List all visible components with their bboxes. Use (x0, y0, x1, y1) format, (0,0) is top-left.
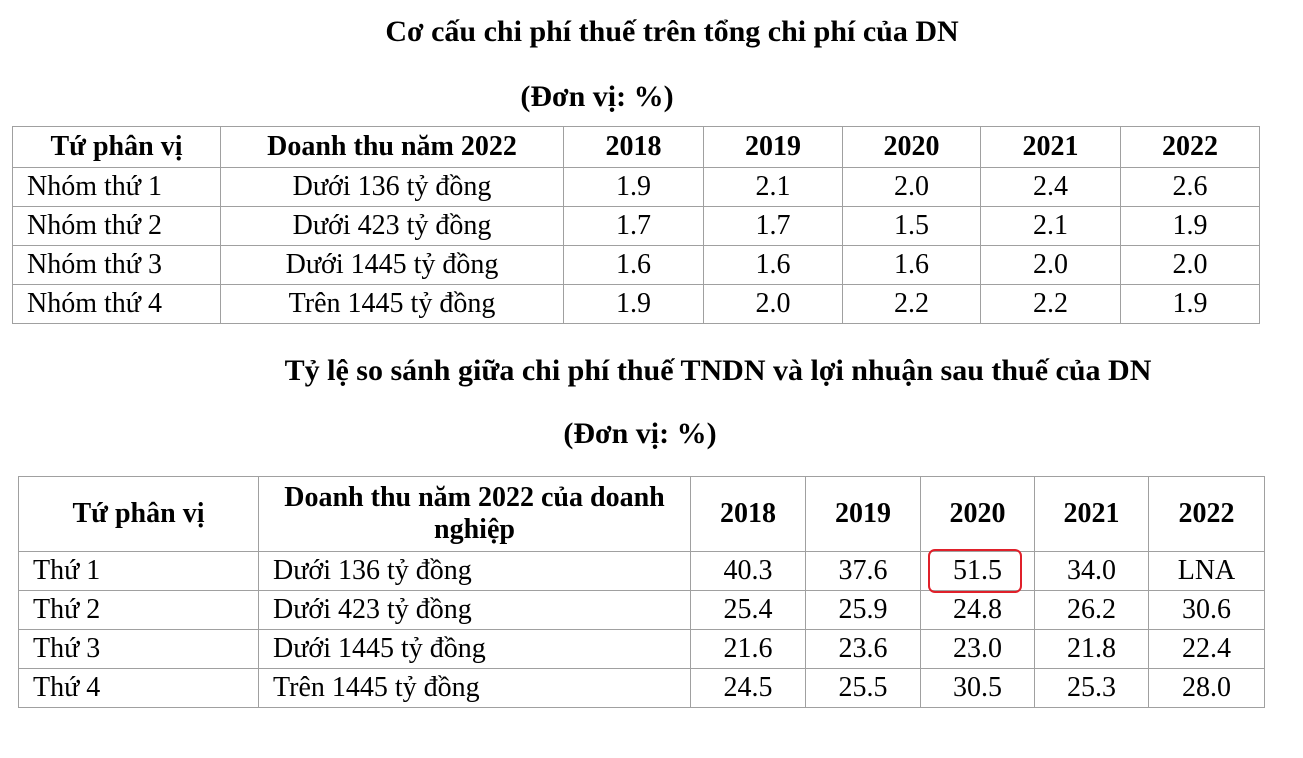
title: Cơ cấu chi phí thuế trên tổng chi phí củ… (385, 15, 959, 48)
header-cell: 2022 (1120, 126, 1260, 168)
cell: Trên 1445 tỷ đồng (258, 668, 691, 708)
cell: 2.1 (703, 167, 843, 207)
cell: Nhóm thứ 2 (12, 206, 221, 246)
cell: 1.9 (1120, 206, 1260, 246)
unit: (Đơn vị: %) (563, 417, 717, 450)
cell: 2.0 (842, 167, 981, 207)
header-row: Tứ phân vị Doanh thu năm 2022 của doanh n… (18, 476, 1265, 552)
row: Thứ 4 Trên 1445 tỷ đồng 24.5 25.5 30.5 25.3 28… (18, 668, 1265, 708)
header-cell: Doanh thu năm 2022 của doanh nghiệp (258, 476, 691, 552)
cell: 21.8 (1034, 629, 1149, 669)
cell: 21.6 (690, 629, 806, 669)
row: Nhóm thứ 1 Dưới 136 tỷ đồng 1.9 2.1 2.0 2.4 2.… (12, 167, 1260, 207)
table: Tứ phân vị Doanh thu năm 2022 2018 2019 2020… (12, 126, 1260, 324)
cell: Thứ 3 (18, 629, 259, 669)
highlight (928, 549, 1022, 593)
cell: Dưới 1445 tỷ đồng (258, 629, 691, 669)
cell: Thứ 4 (18, 668, 259, 708)
header-cell: 2018 (690, 476, 806, 552)
cell: Nhóm thứ 3 (12, 245, 221, 285)
cell: 2.2 (842, 284, 981, 324)
cell: 25.9 (805, 590, 921, 630)
cell: 2.0 (703, 284, 843, 324)
cell: 1.6 (842, 245, 981, 285)
cell: 25.5 (805, 668, 921, 708)
cell: 1.9 (563, 284, 704, 324)
cell: 40.3 (690, 551, 806, 591)
table: Tứ phân vị Doanh thu năm 2022 của doanh n… (18, 476, 1265, 708)
row: Nhóm thứ 3 Dưới 1445 tỷ đồng 1.6 1.6 1.6 2.0 2… (12, 245, 1260, 285)
cell: 2.0 (980, 245, 1121, 285)
header-cell: 2020 (842, 126, 981, 168)
header-cell: 2021 (980, 126, 1121, 168)
header-cell: Tứ phân vị (12, 126, 221, 168)
cell: Dưới 1445 tỷ đồng (220, 245, 564, 285)
cell: 2.2 (980, 284, 1121, 324)
cell: 51.5 (920, 551, 1035, 591)
cell: 25.4 (690, 590, 806, 630)
header-cell: 2020 (920, 476, 1035, 552)
cell: Nhóm thứ 4 (12, 284, 221, 324)
header-cell: 2021 (1034, 476, 1149, 552)
cell: Thứ 2 (18, 590, 259, 630)
cell: 1.5 (842, 206, 981, 246)
row: Nhóm thứ 4 Trên 1445 tỷ đồng 1.9 2.0 2.2 2.2 1… (12, 284, 1260, 324)
cell: 26.2 (1034, 590, 1149, 630)
cell: 30.6 (1148, 590, 1265, 630)
cell: 2.0 (1120, 245, 1260, 285)
cell: 23.6 (805, 629, 921, 669)
cell: 30.5 (920, 668, 1035, 708)
header-cell: 2018 (563, 126, 704, 168)
cell: 23.0 (920, 629, 1035, 669)
cell: LNA (1148, 551, 1265, 591)
row: Thứ 1 Dưới 136 tỷ đồng 40.3 37.6 51.5 34.0 LNA (18, 551, 1265, 591)
header-cell: Doanh thu năm 2022 (220, 126, 564, 168)
cell: Dưới 136 tỷ đồng (220, 167, 564, 207)
cell: 2.4 (980, 167, 1121, 207)
cell: Dưới 423 tỷ đồng (258, 590, 691, 630)
cell: 37.6 (805, 551, 921, 591)
cell: Thứ 1 (18, 551, 259, 591)
header-cell: 2022 (1148, 476, 1265, 552)
cell: 2.6 (1120, 167, 1260, 207)
header-row: Tứ phân vị Doanh thu năm 2022 2018 2019 2020… (12, 126, 1260, 168)
title: Tỷ lệ so sánh giữa chi phí thuế TNDN và … (284, 354, 1152, 387)
unit: (Đơn vị: %) (520, 80, 674, 113)
cell: 1.7 (703, 206, 843, 246)
row: Thứ 2 Dưới 423 tỷ đồng 25.4 25.9 24.8 26.2 30.… (18, 590, 1265, 630)
header-cell: 2019 (703, 126, 843, 168)
cell: Dưới 423 tỷ đồng (220, 206, 564, 246)
cell: 1.9 (1120, 284, 1260, 324)
cell: 24.5 (690, 668, 806, 708)
row: Nhóm thứ 2 Dưới 423 tỷ đồng 1.7 1.7 1.5 2.1 1.… (12, 206, 1260, 246)
cell: 34.0 (1034, 551, 1149, 591)
cell: Nhóm thứ 1 (12, 167, 221, 207)
header-cell: 2019 (805, 476, 921, 552)
cell: 24.8 (920, 590, 1035, 630)
cell: 22.4 (1148, 629, 1265, 669)
cell: Trên 1445 tỷ đồng (220, 284, 564, 324)
cell: 25.3 (1034, 668, 1149, 708)
cell: 2.1 (980, 206, 1121, 246)
header-cell: Tứ phân vị (18, 476, 259, 552)
cell: 1.6 (563, 245, 704, 285)
cell: 1.7 (563, 206, 704, 246)
row: Thứ 3 Dưới 1445 tỷ đồng 21.6 23.6 23.0 21.8 22… (18, 629, 1265, 669)
cell: 1.6 (703, 245, 843, 285)
cell: 1.9 (563, 167, 704, 207)
cell: 28.0 (1148, 668, 1265, 708)
cell: Dưới 136 tỷ đồng (258, 551, 691, 591)
